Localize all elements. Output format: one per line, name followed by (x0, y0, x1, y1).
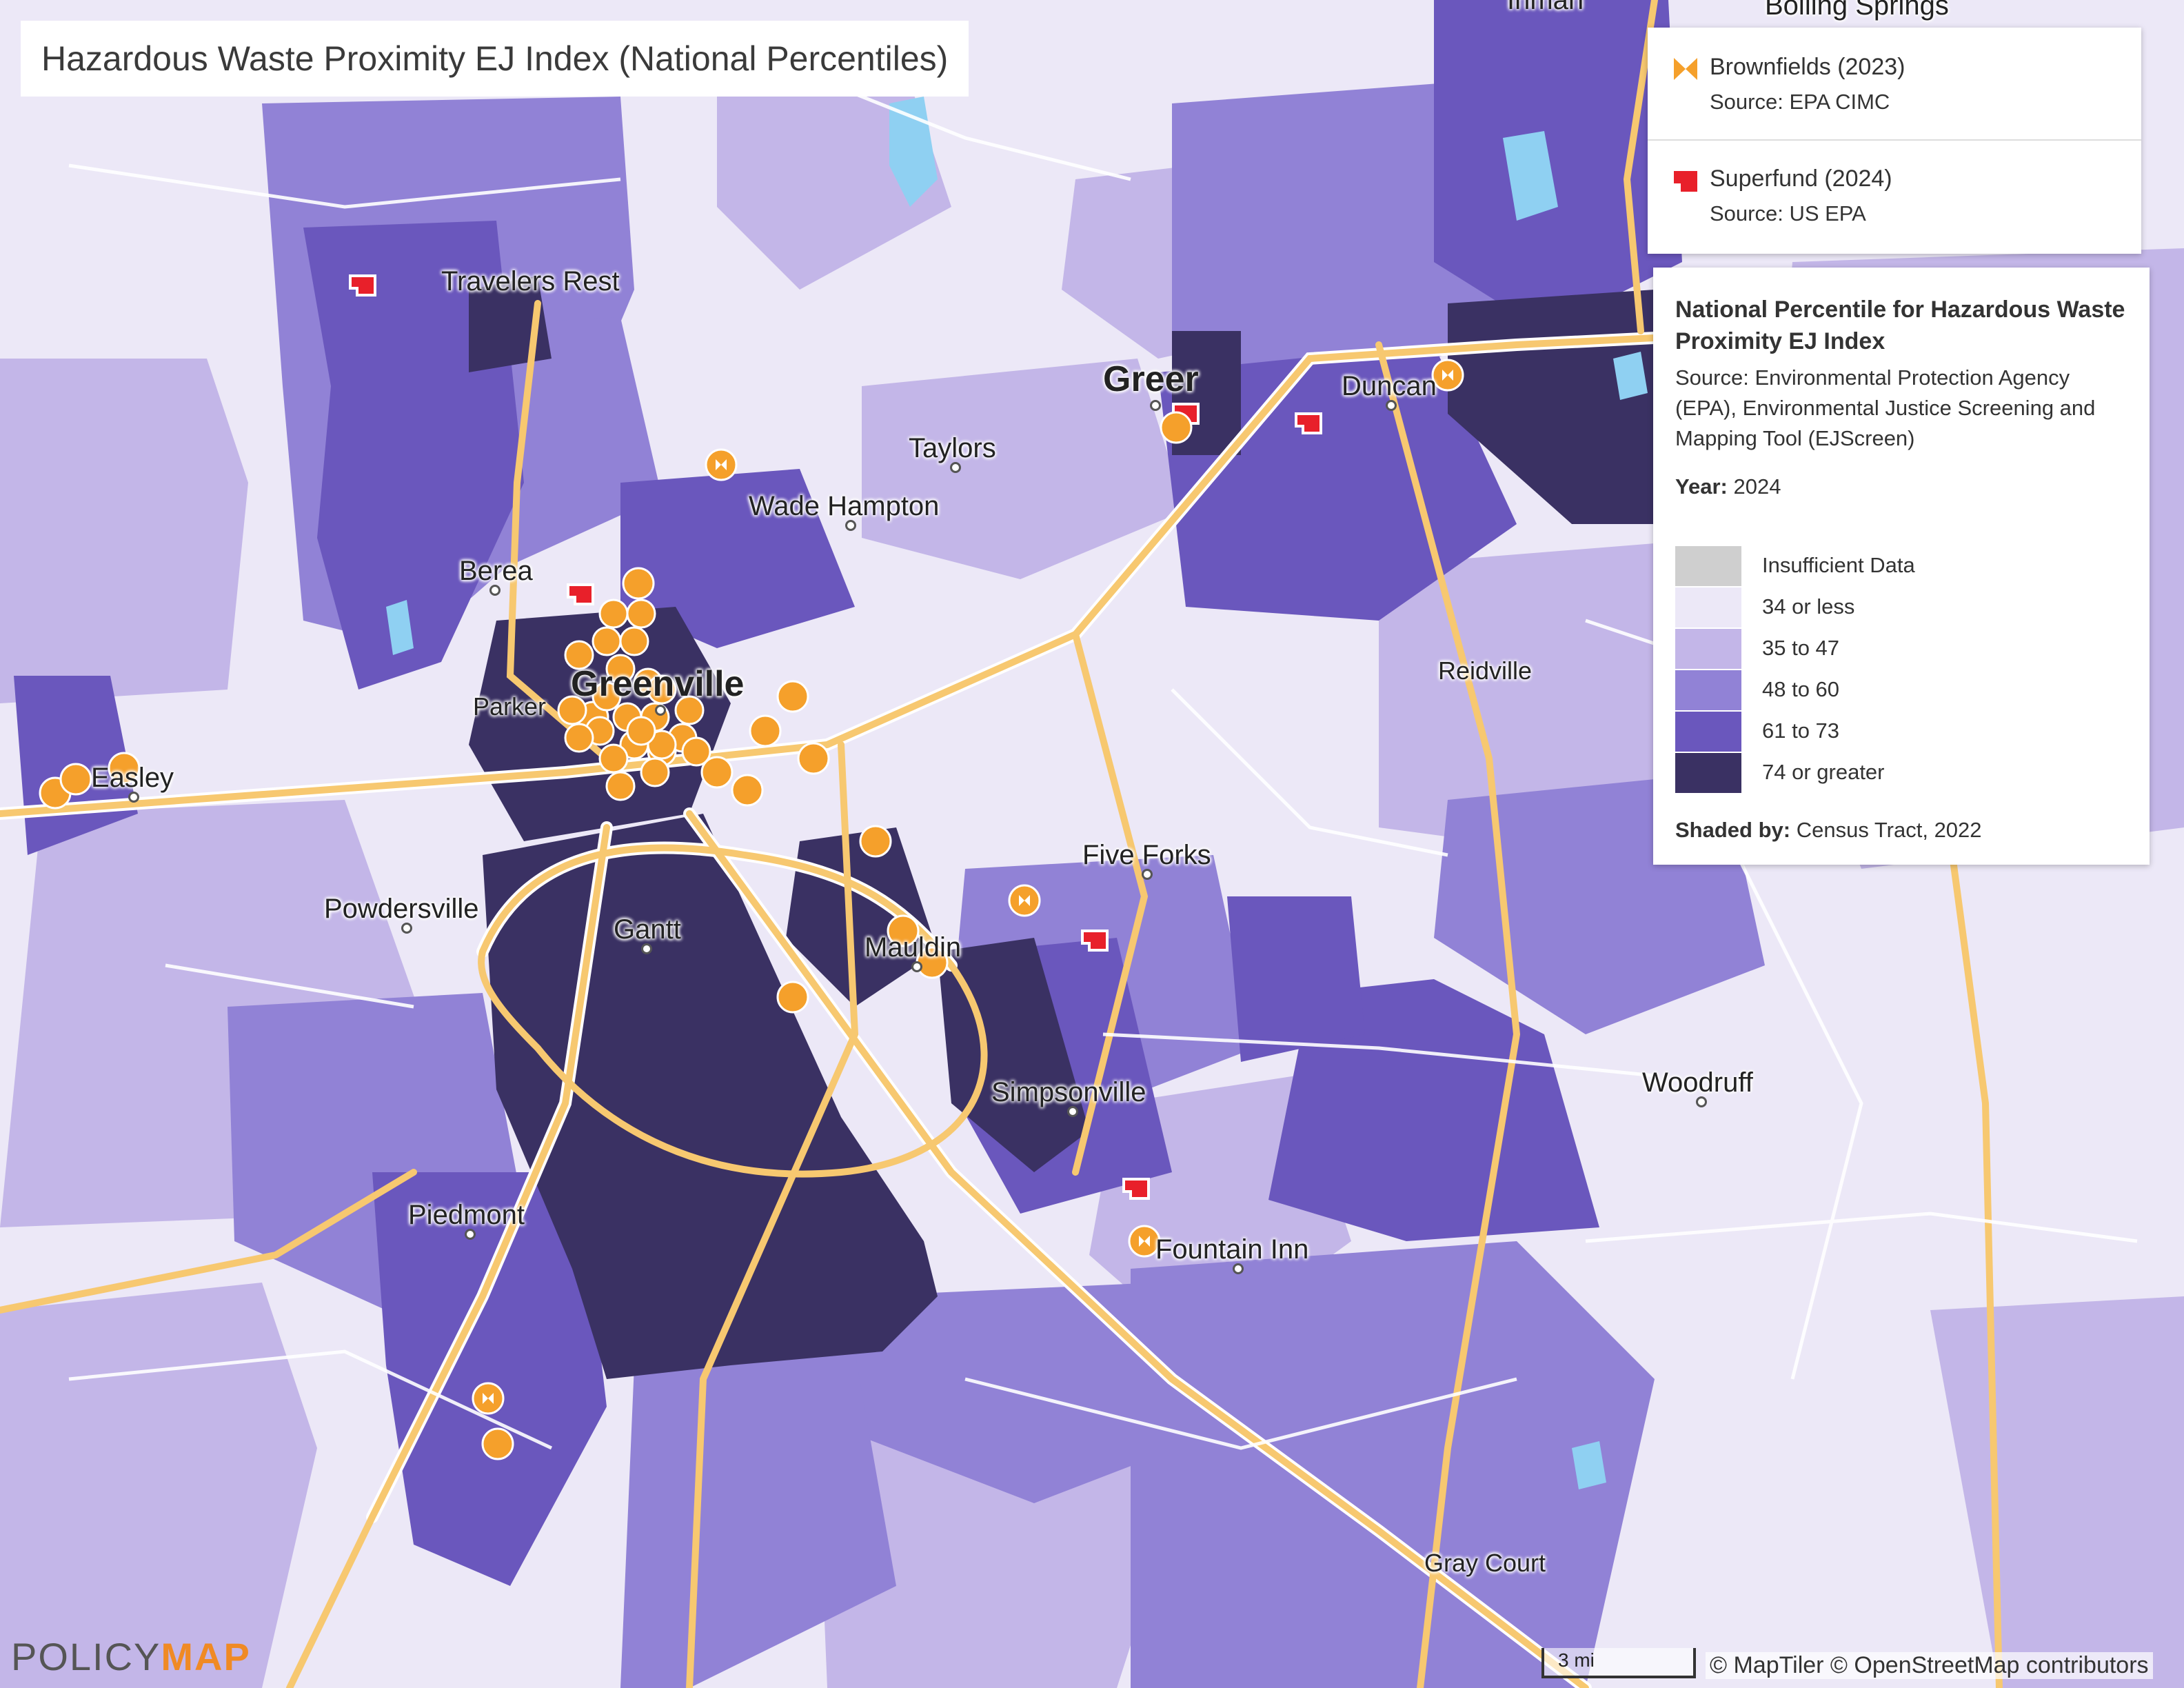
water-bodies (386, 97, 1648, 1489)
legend-shaded-by: Shaded by: Census Tract, 2022 (1675, 818, 1982, 842)
legend-swatch (1675, 670, 1741, 710)
legend-swatch (1675, 546, 1741, 586)
legend-class-34-or-less: 34 or less (1675, 587, 2116, 629)
legend-class-35-47: 35 to 47 (1675, 629, 2116, 670)
scale-label: 3 mi (1558, 1649, 1595, 1671)
legend-swatch (1675, 629, 1741, 669)
legend-class-label: 48 to 60 (1762, 677, 1840, 701)
brownfield-markers[interactable] (39, 359, 1464, 1460)
place-label-taylors: Taylors (909, 433, 996, 463)
legend-class-label: 35 to 47 (1762, 636, 1840, 660)
legend-superfund-name: Superfund (2024) (1710, 165, 1892, 192)
legend-class-label: Insufficient Data (1762, 553, 1915, 577)
point-layers-legend: Brownfields (2023) Source: EPA CIMC Supe… (1648, 28, 2141, 254)
place-label-powdersville: Powdersville (324, 894, 479, 924)
place-dot-greer (1150, 400, 1161, 411)
map-title: Hazardous Waste Proximity EJ Index (Nati… (21, 21, 969, 97)
legend-class-74-plus: 74 or greater (1675, 753, 2116, 794)
place-dot-greenville (655, 705, 666, 716)
scale-bar: 3 mi (1541, 1648, 1696, 1678)
place-label-easley: Easley (91, 763, 174, 793)
place-label-fountain-inn: Fountain Inn (1155, 1234, 1309, 1265)
place-dot-berea (489, 585, 501, 596)
place-label-inman: Inman (1507, 0, 1584, 15)
legend-class-label: 61 to 73 (1762, 719, 1840, 743)
place-dot-five-forks (1142, 869, 1153, 880)
place-label-reidville: Reidville (1438, 656, 1533, 685)
legend-title: National Percentile for Hazardous Waste … (1675, 297, 2125, 354)
place-label-greenville: Greenville (571, 664, 745, 704)
legend-source: Source: Environmental Protection Agency … (1675, 365, 2096, 450)
legend-class-label: 34 or less (1762, 594, 1855, 619)
highways (0, 0, 2003, 1688)
legend-swatch (1675, 587, 1741, 627)
place-label-travelers-rest: Travelers Rest (441, 266, 620, 297)
place-dot-powdersville (401, 923, 412, 934)
place-label-piedmont: Piedmont (408, 1200, 525, 1230)
legend-brownfields-name: Brownfields (2023) (1710, 54, 1905, 80)
place-dot-piedmont (465, 1229, 476, 1240)
place-label-wade-hampton: Wade Hampton (749, 491, 940, 521)
place-label-boiling-springs: Boiling Springs (1765, 0, 1949, 21)
place-label-woodruff: Woodruff (1642, 1067, 1753, 1098)
legend-class-insufficient: Insufficient Data (1675, 546, 2116, 587)
place-label-duncan: Duncan (1342, 371, 1437, 401)
place-dot-gantt (641, 943, 652, 954)
place-dot-mauldin (911, 961, 922, 972)
legend-superfund-source: Source: US EPA (1710, 201, 1866, 225)
place-label-berea: Berea (459, 556, 533, 586)
place-label-parker: Parker (473, 692, 547, 721)
legend-swatch (1675, 753, 1741, 793)
place-label-gray-court: Gray Court (1424, 1549, 1546, 1577)
legend-class-label: 74 or greater (1762, 760, 1885, 784)
place-dot-simpsonville (1067, 1106, 1078, 1117)
choropleth-legend: National Percentile for Hazardous Waste … (1653, 268, 2150, 865)
place-dot-wade-hampton (845, 520, 856, 531)
place-label-gantt: Gantt (614, 914, 681, 945)
legend-divider (1648, 139, 2141, 141)
place-dot-fountain-inn (1233, 1263, 1244, 1274)
brownfield-bowtie-icon (1674, 58, 1697, 80)
map-attribution[interactable]: © MapTiler © OpenStreetMap contributors (1706, 1652, 2153, 1679)
legend-year: Year: 2024 (1675, 474, 1781, 499)
legend-brownfields-source: Source: EPA CIMC (1710, 90, 1890, 114)
legend-class-48-60: 48 to 60 (1675, 670, 2116, 712)
superfund-markers[interactable] (349, 274, 1322, 1200)
place-dot-easley (128, 792, 139, 803)
policymap-logo[interactable]: POLICYMAP (11, 1635, 251, 1678)
place-dot-duncan (1386, 400, 1397, 411)
place-dot-woodruff (1696, 1096, 1707, 1107)
place-label-five-forks: Five Forks (1082, 840, 1211, 870)
superfund-flag-icon (1674, 171, 1697, 192)
place-label-simpsonville: Simpsonville (991, 1077, 1146, 1107)
place-label-mauldin: Mauldin (865, 932, 962, 963)
legend-swatch (1675, 712, 1741, 752)
place-label-greer: Greer (1103, 359, 1199, 399)
brownfield-bowtie-glyphs (483, 370, 1453, 1404)
legend-class-61-73: 61 to 73 (1675, 712, 2116, 753)
place-dot-taylors (950, 462, 961, 473)
